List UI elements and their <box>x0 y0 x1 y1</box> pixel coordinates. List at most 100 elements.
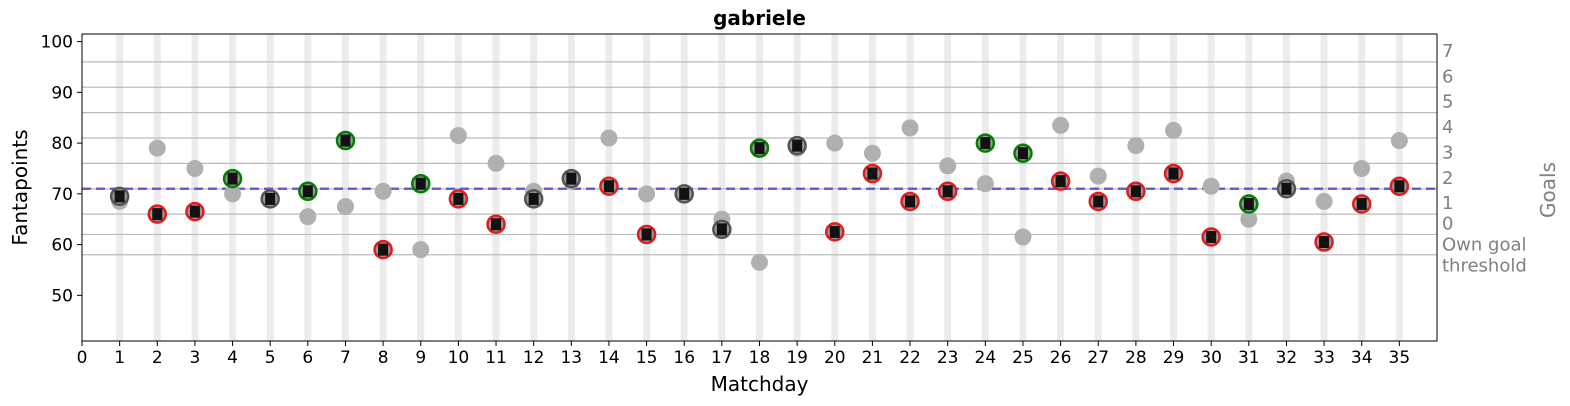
opponent-point <box>1052 116 1070 134</box>
matchday-band <box>831 34 839 341</box>
opponent-point <box>1240 210 1258 228</box>
fantapoints-marker <box>829 225 840 238</box>
opponent-point <box>1014 228 1032 246</box>
y-tick-label: 90 <box>51 83 73 103</box>
y-axis-label: Fantapoints <box>8 129 32 245</box>
x-tick-label: 9 <box>415 348 426 368</box>
fantapoints-marker <box>1356 197 1367 210</box>
matchday-band <box>906 34 914 341</box>
matchday-band <box>868 34 876 341</box>
opponent-point <box>600 129 618 147</box>
matchday-band <box>153 34 161 341</box>
x-tick-label: 25 <box>1012 348 1034 368</box>
fantapoints-marker <box>1168 167 1179 180</box>
opponent-point <box>299 208 317 226</box>
goal-level-label: 7 <box>1442 41 1453 62</box>
fantapoints-marker <box>679 187 690 200</box>
fantapoints-marker <box>227 172 238 185</box>
matchday-band <box>718 34 726 341</box>
y-tick-label: 60 <box>51 236 73 256</box>
x-tick-label: 14 <box>598 348 620 368</box>
opponent-point <box>336 198 354 216</box>
goal-level-label: 0 <box>1442 213 1453 234</box>
fantapoints-marker <box>378 243 389 256</box>
opponent-point <box>638 185 656 203</box>
fantapoints-marker <box>114 190 125 203</box>
x-tick-label: 23 <box>937 348 959 368</box>
fantapoints-marker <box>453 192 464 205</box>
fantapoints-marker <box>1394 180 1405 193</box>
fantapoints-marker <box>942 185 953 198</box>
matchday-band <box>341 34 349 341</box>
fantapoints-marker <box>792 139 803 152</box>
fantapoints-marker <box>1093 195 1104 208</box>
opponent-point <box>863 144 881 162</box>
x-tick-label: 1 <box>114 348 125 368</box>
fantapoints-marker <box>980 137 991 150</box>
fantapoints-marker <box>302 185 313 198</box>
opponent-point <box>1390 132 1408 150</box>
x-tick-label: 19 <box>786 348 808 368</box>
x-tick-label: 17 <box>711 348 733 368</box>
x-tick-label: 12 <box>523 348 545 368</box>
x-tick-label: 15 <box>636 348 658 368</box>
fantapoints-marker <box>491 218 502 231</box>
opponent-point <box>939 157 957 175</box>
goal-level-label: 6 <box>1442 66 1453 87</box>
opponent-point <box>412 241 430 259</box>
matchday-band <box>1358 34 1366 341</box>
x-tick-label: 29 <box>1163 348 1185 368</box>
goal-level-label: 3 <box>1442 142 1453 163</box>
fantapoints-marker <box>566 172 577 185</box>
opponent-point <box>449 126 467 144</box>
opponent-point <box>487 154 505 172</box>
matchday-band <box>1094 34 1102 341</box>
opponent-point <box>224 185 242 203</box>
x-tick-label: 3 <box>190 348 201 368</box>
fantapoints-marker <box>152 208 163 221</box>
x-tick-label: 18 <box>749 348 771 368</box>
fantapoints-marker <box>1319 236 1330 249</box>
x-tick-label: 26 <box>1050 348 1072 368</box>
x-axis-label: Matchday <box>711 372 809 396</box>
fantapoints-marker <box>265 192 276 205</box>
opponent-point <box>1353 159 1371 177</box>
fantapoints-marker <box>603 180 614 193</box>
goal-level-label: 1 <box>1442 193 1453 214</box>
fantapoints-marker <box>1243 197 1254 210</box>
right-axis-label: Goals <box>1536 162 1560 218</box>
fantapoints-marker <box>1055 175 1066 188</box>
x-tick-label: 6 <box>302 348 313 368</box>
own-goal-threshold-label-line2: threshold <box>1442 256 1527 277</box>
goal-level-label: 5 <box>1442 92 1453 113</box>
x-tick-label: 13 <box>560 348 582 368</box>
fantapoints-marker <box>641 228 652 241</box>
y-tick-label: 100 <box>41 33 73 53</box>
goal-level-label: 4 <box>1442 117 1453 138</box>
x-tick-label: 20 <box>824 348 846 368</box>
opponent-point <box>901 119 919 137</box>
fantapoints-marker <box>1281 182 1292 195</box>
fantapoints-marker <box>340 134 351 147</box>
x-tick-label: 22 <box>899 348 921 368</box>
x-tick-label: 35 <box>1389 348 1411 368</box>
opponent-point <box>186 159 204 177</box>
x-tick-label: 0 <box>77 348 88 368</box>
fantapoints-marker <box>1017 147 1028 160</box>
opponent-point <box>374 182 392 200</box>
x-tick-label: 4 <box>227 348 238 368</box>
fantapoints-marker <box>716 223 727 236</box>
y-axis-ticks: 50 60 70 80 90 100 <box>41 33 82 306</box>
x-tick-label: 11 <box>485 348 507 368</box>
x-tick-label: 28 <box>1125 348 1147 368</box>
x-tick-label: 34 <box>1351 348 1373 368</box>
x-tick-label: 31 <box>1238 348 1260 368</box>
matchday-band <box>454 34 462 341</box>
fantapoints-marker <box>905 195 916 208</box>
x-tick-label: 32 <box>1276 348 1298 368</box>
fantapoints-marker <box>528 192 539 205</box>
fantapoints-marker <box>1130 185 1141 198</box>
opponent-point <box>1127 137 1145 155</box>
chart-title: gabriele <box>713 6 806 30</box>
